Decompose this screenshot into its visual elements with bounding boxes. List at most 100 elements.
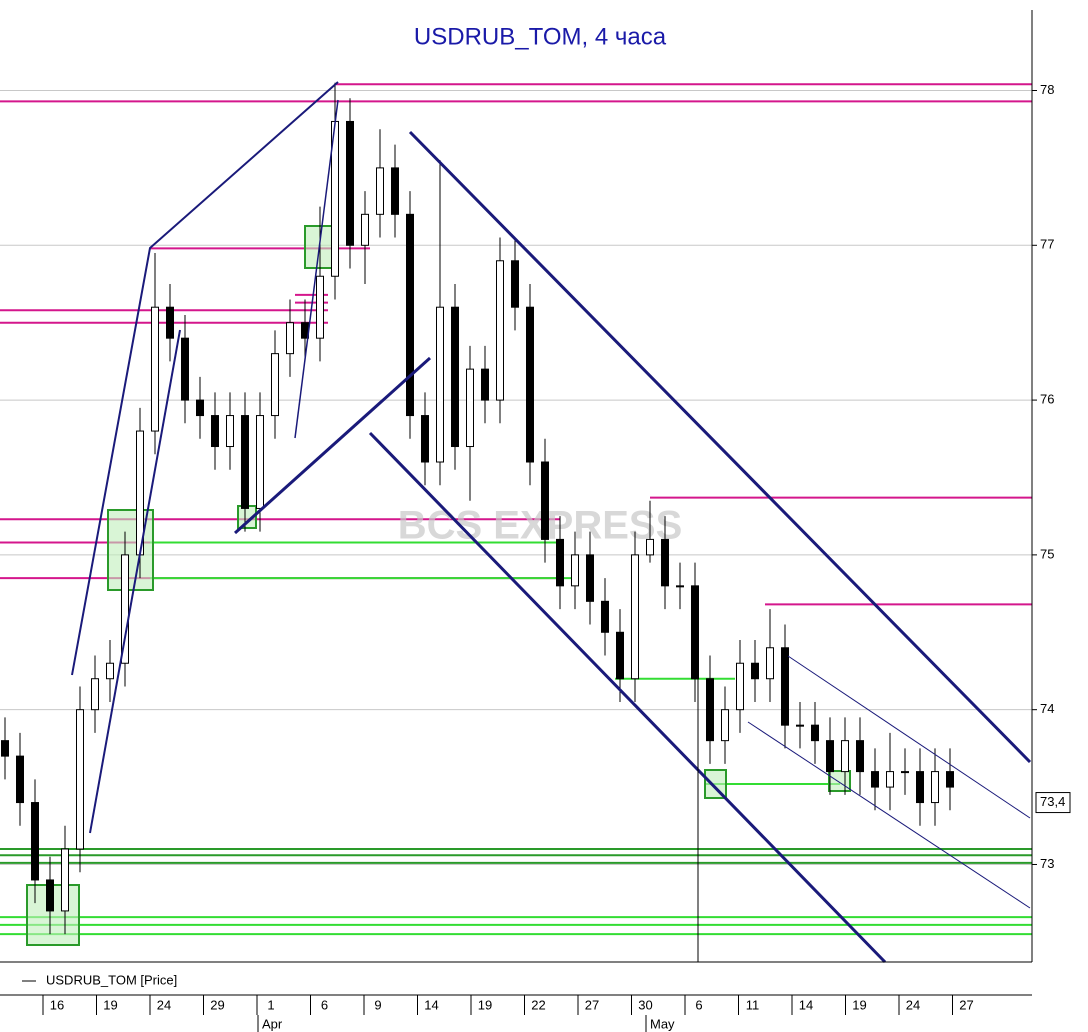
candle-body (346, 120, 354, 246)
candle-body (736, 662, 744, 711)
x-tick-label: 1 (267, 997, 274, 1012)
candle-body (211, 415, 219, 448)
channel-line (368, 431, 887, 964)
x-tick-label: 6 (695, 997, 702, 1012)
x-tick-label: 11 (746, 997, 760, 1012)
candle-body (286, 322, 294, 355)
candle-body (871, 771, 879, 788)
candle-body (1, 740, 9, 757)
candle-body (391, 167, 399, 215)
candle-body (46, 879, 54, 912)
candle-body (706, 678, 714, 742)
zone (828, 770, 851, 792)
x-tick-label: 9 (374, 997, 381, 1012)
candle-body (316, 275, 324, 339)
candle-body (946, 771, 954, 788)
candle-body (781, 647, 789, 726)
candle-body (61, 848, 69, 912)
y-tick-label: 75 (1040, 546, 1054, 561)
chart-title: USDRUB_TOM, 4 часа (414, 23, 667, 50)
candle-body (421, 415, 429, 463)
x-tick-label: 27 (959, 997, 973, 1012)
candle-body (631, 554, 639, 680)
candle-body (196, 399, 204, 417)
trend-line (71, 81, 339, 676)
x-tick-label: 24 (157, 997, 171, 1012)
candle-body (481, 368, 489, 401)
candle-body (181, 337, 189, 401)
candle-body (91, 678, 99, 711)
y-tick-label: 78 (1040, 82, 1054, 97)
candle-body (556, 538, 564, 587)
candle-body (811, 724, 819, 742)
x-tick-label: 19 (103, 997, 117, 1012)
month-label: May (650, 1016, 675, 1031)
candle-body (256, 415, 264, 509)
x-tick-label: 29 (210, 997, 224, 1012)
candle-body (571, 554, 579, 587)
candle-body (886, 771, 894, 788)
candle-body (451, 306, 459, 448)
candle-body (826, 740, 834, 773)
candle-body (31, 802, 39, 881)
candle-body (76, 709, 84, 850)
channel-line (747, 721, 1031, 909)
candle-body (541, 461, 549, 540)
candles (1, 82, 954, 935)
candle-body (721, 709, 729, 742)
y-tick-label: 73 (1040, 856, 1054, 871)
last-price-label: 73,4 (1040, 794, 1065, 809)
candle-body (751, 662, 759, 680)
legend-label: USDRUB_TOM [Price] (46, 972, 177, 987)
levels (0, 83, 1032, 936)
watermark: BCS EXPRESS (398, 504, 683, 548)
candle-body (106, 662, 114, 680)
candle-body (271, 353, 279, 417)
x-tick-label: 6 (321, 997, 328, 1012)
candle-body (796, 724, 804, 727)
candle-body (436, 306, 444, 463)
candle-body (661, 538, 669, 587)
trend-lines (71, 81, 1032, 964)
last-price-box (1035, 792, 1071, 814)
y-tick-label: 77 (1040, 237, 1054, 252)
candle-body (466, 368, 474, 448)
x-tick-label: 27 (585, 997, 599, 1012)
x-tick-label: 22 (531, 997, 545, 1012)
candle-body (151, 306, 159, 432)
candle-body (376, 167, 384, 215)
candle-body (586, 554, 594, 602)
month-label: Apr (262, 1016, 283, 1031)
y-tick-label: 76 (1040, 392, 1054, 407)
candle-body (16, 755, 24, 804)
x-tick-label: 14 (799, 997, 813, 1012)
candle-body (676, 585, 684, 588)
candle-body (916, 771, 924, 804)
trend-line (89, 329, 181, 834)
candle-body (856, 740, 864, 773)
channel-line (408, 130, 1032, 764)
zone (704, 769, 727, 799)
trend-line (294, 99, 339, 439)
candle-body (601, 600, 609, 633)
channel-line (787, 655, 1031, 819)
candle-body (901, 771, 909, 774)
candle-body (841, 740, 849, 773)
candle-body (931, 771, 939, 804)
candle-body (241, 415, 249, 509)
candle-body (226, 415, 234, 448)
candle-body (691, 585, 699, 680)
x-tick-label: 19 (852, 997, 866, 1012)
candle-body (526, 306, 534, 463)
x-tick-label: 19 (478, 997, 492, 1012)
x-tick-label: 16 (50, 997, 64, 1012)
y-axis: 73 74 75 76 77 78 73,4 (1032, 82, 1071, 871)
candle-body (511, 260, 519, 308)
candle-body (646, 538, 654, 556)
candle-body (166, 306, 174, 339)
candle-body (766, 647, 774, 680)
candle-body (361, 213, 369, 246)
grid (0, 89, 1032, 865)
